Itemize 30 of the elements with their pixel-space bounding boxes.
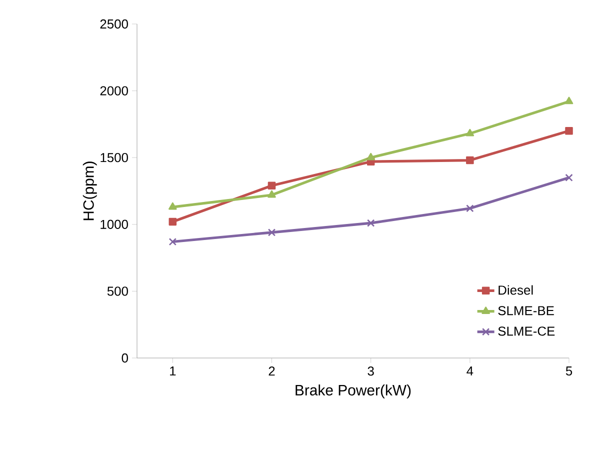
x-tick-label: 5 [566,366,572,376]
point [466,128,474,136]
legend-label: SLME-CE [498,326,555,336]
x-tick-label: 1 [170,366,176,376]
y-tick-label: 500 [107,286,128,296]
point [565,174,573,182]
y-tick-label: 2000 [100,86,128,96]
y-tick-label: 1000 [100,220,128,229]
x-tick-label: 3 [368,366,374,376]
point [466,156,474,164]
point [268,228,276,236]
x-tick-label: 4 [466,366,474,376]
point [565,126,573,135]
point [268,182,276,190]
point [168,202,177,210]
x-axis-title: Brake Power(kW) [296,384,411,398]
point [268,190,276,198]
legend-label: Diesel [498,285,533,295]
y-tick-label: 2500 [100,19,128,29]
y-tick-label: 0 [122,353,128,363]
point [168,238,177,246]
point [366,152,375,160]
y-axis-title: HC(ppm) [82,162,97,220]
point [466,204,474,212]
legend-label: SLME-BE [498,306,554,316]
x-tick-label: 2 [268,366,275,376]
point [168,218,177,226]
y-tick-label: 1500 [100,153,128,162]
point [564,96,574,104]
point [366,219,375,227]
